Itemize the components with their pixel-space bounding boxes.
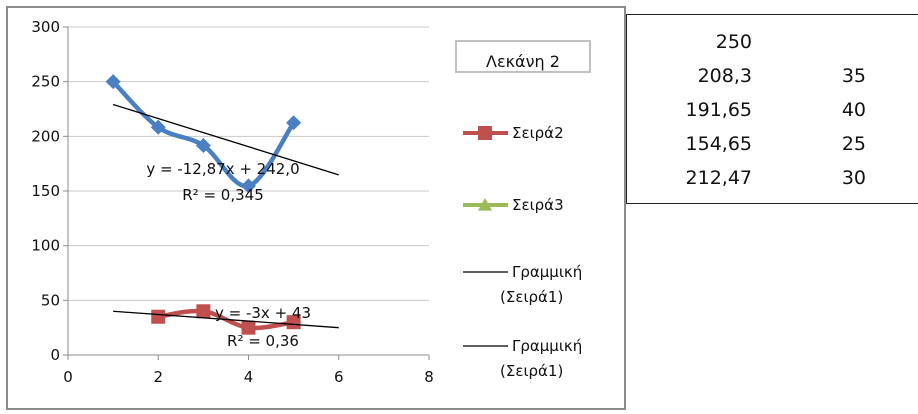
- x-tick-label: 4: [244, 368, 254, 386]
- y-tick-label: 300: [31, 18, 60, 36]
- trendline-r2: R² = 0,345: [182, 186, 263, 204]
- x-tick-label: 6: [334, 368, 344, 386]
- legend-label: Γραμμική: [512, 337, 582, 355]
- x-tick-label: 8: [424, 368, 434, 386]
- trendline-equation: y = -12,87x + 242,0: [146, 160, 299, 178]
- data-point: [105, 74, 121, 90]
- legend-label: Σειρά3: [512, 196, 564, 214]
- y-tick-label: 50: [41, 291, 60, 309]
- trendline: [113, 310, 339, 329]
- legend-marker: [478, 126, 492, 140]
- y-tick-label: 100: [31, 237, 60, 255]
- x-tick-label: 2: [153, 368, 163, 386]
- table-cell: 30: [841, 167, 866, 189]
- table-cell: 40: [841, 99, 866, 121]
- chart-area: 0 50 100 150 200 250 300 0 2 4 6 8 y = -12,87x + 242…: [6, 6, 626, 410]
- data-point: [150, 119, 166, 135]
- legend-label: (Σειρά1): [500, 362, 563, 380]
- legend-label: Γραμμική: [512, 263, 582, 281]
- data-table: 250 208,3 35 191,65 40 154,65 25 212,47 30: [626, 14, 918, 204]
- legend-marker: [478, 198, 492, 211]
- y-tick-label: 0: [50, 346, 60, 364]
- legend-label: (Σειρά1): [500, 288, 563, 306]
- trendline-equation: y = -3x + 43: [215, 304, 311, 322]
- table-cell: 35: [841, 65, 866, 87]
- x-tick-label: 0: [63, 368, 73, 386]
- trendline: [112, 103, 339, 176]
- data-point: [196, 304, 211, 319]
- y-tick-label: 150: [31, 182, 60, 200]
- chart-title-box: [455, 40, 591, 73]
- data-point: [286, 315, 301, 330]
- table-cell: 154,65: [685, 133, 752, 155]
- table-cell: 25: [841, 133, 866, 155]
- table-cell: 208,3: [697, 65, 752, 87]
- legend-label: Σειρά2: [512, 124, 564, 142]
- data-point: [241, 178, 256, 194]
- table-cell: 250: [715, 31, 752, 53]
- y-tick-label: 250: [31, 73, 60, 91]
- chart-title: Λεκάνη 2: [486, 52, 560, 71]
- data-point: [286, 115, 302, 131]
- data-point: [151, 309, 166, 324]
- y-tick-label: 200: [31, 127, 60, 145]
- trendline-r2: R² = 0,36: [227, 332, 299, 350]
- table-cell: 212,47: [685, 167, 752, 189]
- table-cell: 191,65: [685, 99, 752, 121]
- data-point: [195, 137, 211, 153]
- chart-svg: 0 50 100 150 200 250 300 0 2 4 6 8 y = -12,87x + 242…: [31, 18, 591, 386]
- data-point: [241, 320, 256, 335]
